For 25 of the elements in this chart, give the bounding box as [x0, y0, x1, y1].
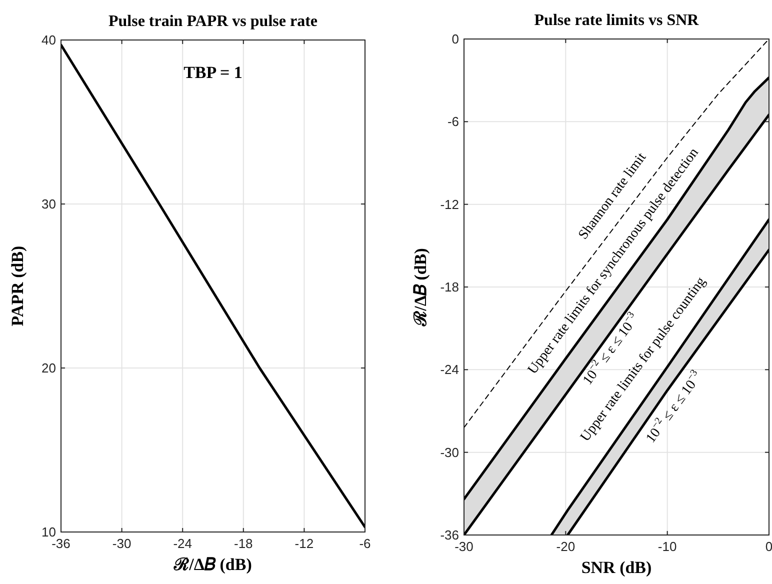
y-tick-label: 40 — [42, 32, 56, 48]
x-axis-title: ℛ/Δ𝐵 (dB) — [173, 555, 252, 574]
y-tick-label: 20 — [42, 360, 56, 376]
x-tick-label: -12 — [294, 536, 314, 551]
y-axis-title: ℛ/Δ𝐵 (dB) — [411, 248, 430, 327]
y-tick-label: -18 — [440, 280, 459, 294]
x-axis-title: SNR (dB) — [581, 558, 652, 577]
y-tick-label: -12 — [440, 196, 459, 212]
y-tick-label: -24 — [440, 362, 459, 378]
x-tick-label: -10 — [658, 539, 677, 554]
line-series — [61, 44, 365, 528]
chart-title: Pulse rate limits vs SNR — [534, 12, 700, 29]
x-tick-label: -6 — [359, 536, 371, 551]
x-tick-label: 0 — [765, 539, 772, 554]
y-tick-label: 30 — [42, 196, 56, 212]
annotation: TBP = 1 — [184, 63, 242, 82]
y-tick-label: 0 — [452, 32, 459, 46]
x-tick-label: -18 — [234, 536, 253, 551]
y-axis-title: PAPR (dB) — [8, 246, 27, 326]
y-tick-label: -6 — [447, 114, 459, 130]
x-tick-label: -20 — [556, 539, 576, 554]
chart-title: Pulse train PAPR vs pulse rate — [108, 13, 318, 30]
x-tick-label: -24 — [173, 536, 192, 551]
x-tick-label: -30 — [112, 536, 132, 551]
y-tick-label: -30 — [440, 444, 459, 460]
